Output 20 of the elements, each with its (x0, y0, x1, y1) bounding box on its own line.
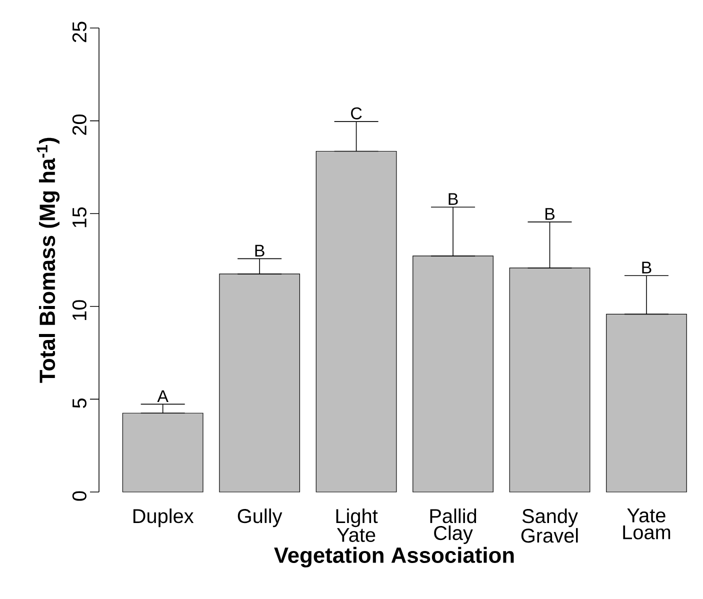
annotation: B (546, 208, 555, 220)
y-tick-label: 0 (72, 491, 86, 501)
annotation: B (255, 244, 264, 256)
x-tick-label: Duplex (133, 508, 194, 528)
y-tick-label: 5 (72, 398, 86, 408)
y-tick-label: 25 (72, 22, 86, 42)
y-tick-label: 15 (72, 207, 86, 228)
annotation: B (642, 262, 652, 274)
annotation: A (157, 390, 168, 402)
y-tick-label: 20 (72, 114, 86, 135)
y-tick-label: 10 (72, 300, 86, 320)
x-tick-label: Light Yate (336, 508, 378, 542)
annotation: C (351, 107, 362, 120)
x-tick-label: Sandy Gravel (521, 508, 578, 543)
annotation: B (448, 193, 458, 205)
x-tick-label: Gully (238, 508, 282, 528)
x-tick-label: Yate Loam (623, 508, 670, 540)
x-tick-label: Pallid Clay (430, 508, 476, 544)
x-axis-title: Vegetation Association (274, 546, 514, 568)
y-axis-title: Total Biomass (Mg ha$^{-1}$) (36, 138, 60, 383)
